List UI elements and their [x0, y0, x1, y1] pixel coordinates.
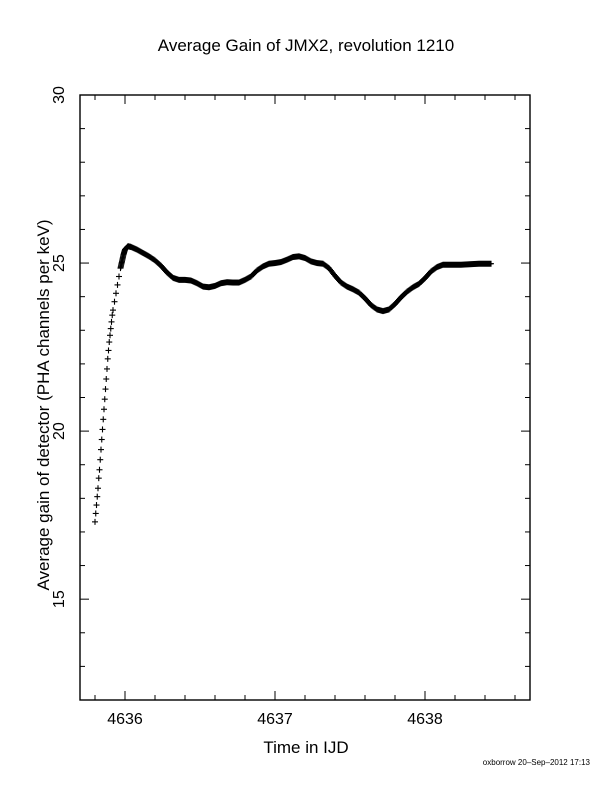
data-point	[101, 396, 108, 403]
data-point	[111, 298, 118, 305]
data-point	[116, 273, 122, 280]
data-point	[95, 475, 102, 482]
data-points	[92, 243, 494, 525]
data-point	[108, 318, 115, 325]
data-point	[98, 446, 104, 453]
data-point	[94, 493, 101, 500]
data-point	[92, 510, 99, 517]
data-point	[93, 502, 100, 509]
axis-ticks: 4636 4637 4638 15 20 25 30	[51, 86, 530, 728]
data-point	[109, 312, 116, 319]
data-point	[104, 355, 111, 362]
data-point	[105, 347, 112, 354]
plot-frame	[79, 94, 531, 701]
data-point	[98, 436, 105, 443]
data-point	[100, 416, 107, 423]
data-point	[106, 339, 113, 346]
data-point	[113, 290, 119, 297]
data-point	[92, 518, 98, 525]
data-point	[97, 456, 104, 463]
data-point	[102, 386, 109, 393]
y-tick-label: 25	[51, 254, 68, 272]
y-tick-label: 30	[51, 86, 68, 104]
data-point	[110, 307, 116, 314]
data-point	[488, 260, 494, 267]
x-tick-label: 4638	[407, 711, 443, 728]
x-tick-label: 4637	[257, 711, 293, 728]
data-point	[107, 332, 113, 339]
y-tick-label: 20	[51, 422, 68, 440]
footer-timestamp: oxborrow 20–Sep–2012 17:13	[482, 758, 590, 767]
data-point	[104, 365, 110, 372]
chart-title: Average Gain of JMX2, revolution 1210	[157, 36, 455, 55]
data-point	[114, 281, 121, 288]
data-point	[96, 466, 103, 473]
x-axis-label: Time in IJD	[263, 738, 349, 757]
y-tick-label: 15	[51, 590, 68, 608]
data-point	[103, 376, 110, 383]
x-tick-label: 4636	[107, 711, 143, 728]
data-point	[99, 426, 106, 433]
data-point	[95, 485, 101, 492]
data-point	[101, 406, 107, 413]
data-point	[107, 325, 114, 332]
